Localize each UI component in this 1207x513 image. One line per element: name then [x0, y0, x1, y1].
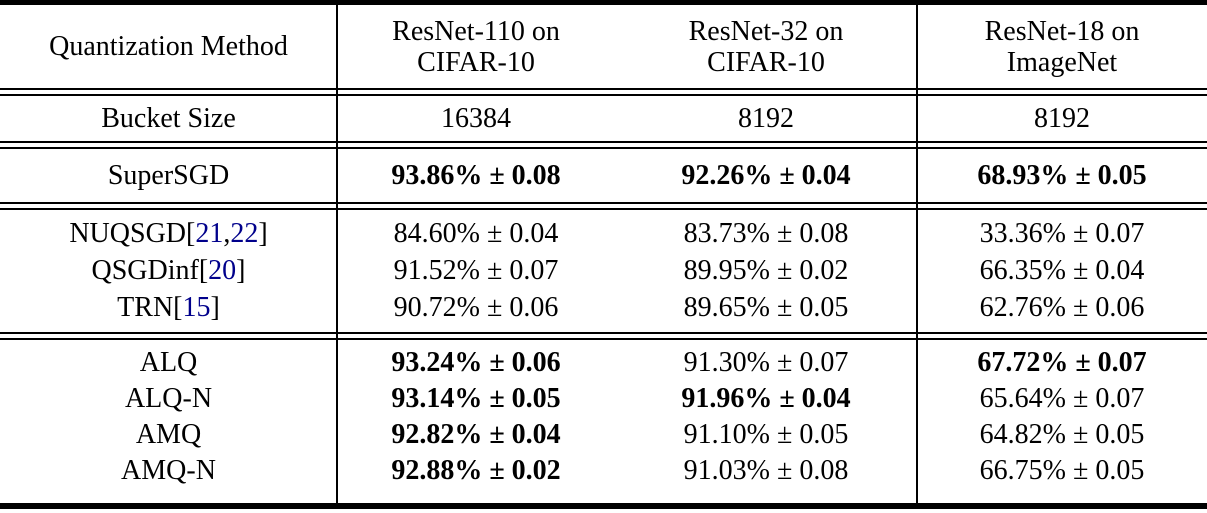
method-label: NUQSGD [21, 22] — [0, 215, 337, 252]
header-method-column: Quantization Method — [49, 30, 288, 62]
table-row: AMQ 92.82% ± 0.04 91.10% ± 0.05 64.82% ±… — [0, 417, 1207, 453]
value-cell: 84.60% ± 0.04 — [393, 217, 559, 249]
column-separator — [916, 5, 918, 503]
citation-close-bracket: ] — [236, 254, 246, 286]
value-cell: 62.76% ± 0.06 — [979, 291, 1145, 323]
header-line: ResNet-110 on — [392, 15, 560, 47]
table-row: TRN [15] 90.72% ± 0.06 89.65% ± 0.05 62.… — [0, 289, 1207, 326]
method-label: ALQ — [139, 347, 198, 378]
double-rule — [0, 88, 1207, 96]
prior-methods-group: NUQSGD [21, 22] 84.60% ± 0.04 83.73% ± 0… — [0, 210, 1207, 332]
value-cell: 65.64% ± 0.07 — [979, 383, 1145, 414]
value-cell: 93.14% ± 0.05 — [391, 383, 561, 414]
header-line: ResNet-18 on — [984, 15, 1140, 47]
header-resnet110-cifar10: ResNet-110 on CIFAR-10 — [337, 5, 615, 88]
citation-close-bracket: ] — [258, 217, 268, 249]
double-rule — [0, 332, 1207, 340]
table-bottom-rule — [0, 503, 1207, 509]
method-label: TRN [15] — [0, 289, 337, 326]
value-cell: 8192 — [1034, 102, 1090, 134]
bucket-size-label: Bucket Size — [101, 102, 236, 134]
header-line: ImageNet — [1006, 46, 1118, 78]
citation-open-bracket: [ — [186, 217, 196, 249]
value-cell: 8192 — [738, 102, 794, 134]
value-cell: 83.73% ± 0.08 — [683, 217, 849, 249]
citation-link[interactable]: 21 — [195, 217, 224, 249]
value-cell: 33.36% ± 0.07 — [979, 217, 1145, 249]
header-line: ResNet-32 on — [688, 15, 844, 47]
value-cell: 91.52% ± 0.07 — [393, 254, 559, 286]
value-cell: 93.86% ± 0.08 — [391, 159, 561, 191]
header-resnet32-cifar10: ResNet-32 on CIFAR-10 — [615, 5, 917, 88]
citation-open-bracket: [ — [198, 254, 209, 286]
citation-link[interactable]: 22 — [230, 217, 259, 249]
method-label: AMQ-N — [121, 455, 216, 486]
value-cell: 67.72% ± 0.07 — [977, 347, 1147, 378]
citation-link[interactable]: 20 — [208, 254, 237, 286]
header-row: Quantization Method ResNet-110 on CIFAR-… — [0, 5, 1207, 88]
table-row: AMQ-N 92.88% ± 0.02 91.03% ± 0.08 66.75%… — [0, 453, 1207, 489]
header-resnet18-imagenet: ResNet-18 on ImageNet — [917, 5, 1207, 88]
bucket-size-row: Bucket Size 16384 8192 8192 — [0, 96, 1207, 141]
method-name: NUQSGD — [69, 217, 187, 249]
method-label: SuperSGD — [107, 159, 230, 191]
value-cell: 68.93% ± 0.05 — [977, 159, 1147, 191]
value-cell: 89.65% ± 0.05 — [683, 291, 849, 323]
table-top-rule — [0, 0, 1207, 5]
method-label: AMQ — [135, 419, 202, 450]
value-cell: 92.82% ± 0.04 — [391, 419, 561, 450]
citation-close-bracket: ] — [210, 291, 220, 323]
our-methods-group: ALQ 93.24% ± 0.06 91.30% ± 0.07 67.72% ±… — [0, 340, 1207, 503]
value-cell: 89.95% ± 0.02 — [683, 254, 849, 286]
double-rule — [0, 202, 1207, 210]
value-cell: 66.35% ± 0.04 — [979, 254, 1145, 286]
value-cell: 90.72% ± 0.06 — [393, 291, 559, 323]
citation-separator: , — [223, 217, 231, 249]
header-line: CIFAR-10 — [707, 46, 825, 78]
value-cell: 91.30% ± 0.07 — [683, 347, 849, 378]
method-label: ALQ-N — [124, 383, 213, 414]
value-cell: 92.88% ± 0.02 — [391, 455, 561, 486]
column-separator — [336, 5, 338, 503]
citation-link[interactable]: 15 — [182, 291, 211, 323]
value-cell: 91.03% ± 0.08 — [683, 455, 849, 486]
method-name: TRN — [117, 291, 174, 323]
value-cell: 66.75% ± 0.05 — [979, 455, 1145, 486]
table-row: ALQ-N 93.14% ± 0.05 91.96% ± 0.04 65.64%… — [0, 381, 1207, 417]
citation-open-bracket: [ — [173, 291, 183, 323]
value-cell: 64.82% ± 0.05 — [979, 419, 1145, 450]
value-cell: 92.26% ± 0.04 — [681, 159, 851, 191]
value-cell: 16384 — [441, 102, 511, 134]
method-label: QSGDinf [20] — [0, 252, 337, 289]
table-row: QSGDinf [20] 91.52% ± 0.07 89.95% ± 0.02… — [0, 252, 1207, 289]
baseline-row: SuperSGD 93.86% ± 0.08 92.26% ± 0.04 68.… — [0, 149, 1207, 202]
table-row: NUQSGD [21, 22] 84.60% ± 0.04 83.73% ± 0… — [0, 215, 1207, 252]
table-row: ALQ 93.24% ± 0.06 91.30% ± 0.07 67.72% ±… — [0, 345, 1207, 381]
double-rule — [0, 141, 1207, 149]
value-cell: 91.10% ± 0.05 — [683, 419, 849, 450]
method-name: QSGDinf — [91, 254, 199, 286]
value-cell: 93.24% ± 0.06 — [391, 347, 561, 378]
header-line: CIFAR-10 — [417, 46, 535, 78]
value-cell: 91.96% ± 0.04 — [681, 383, 851, 414]
